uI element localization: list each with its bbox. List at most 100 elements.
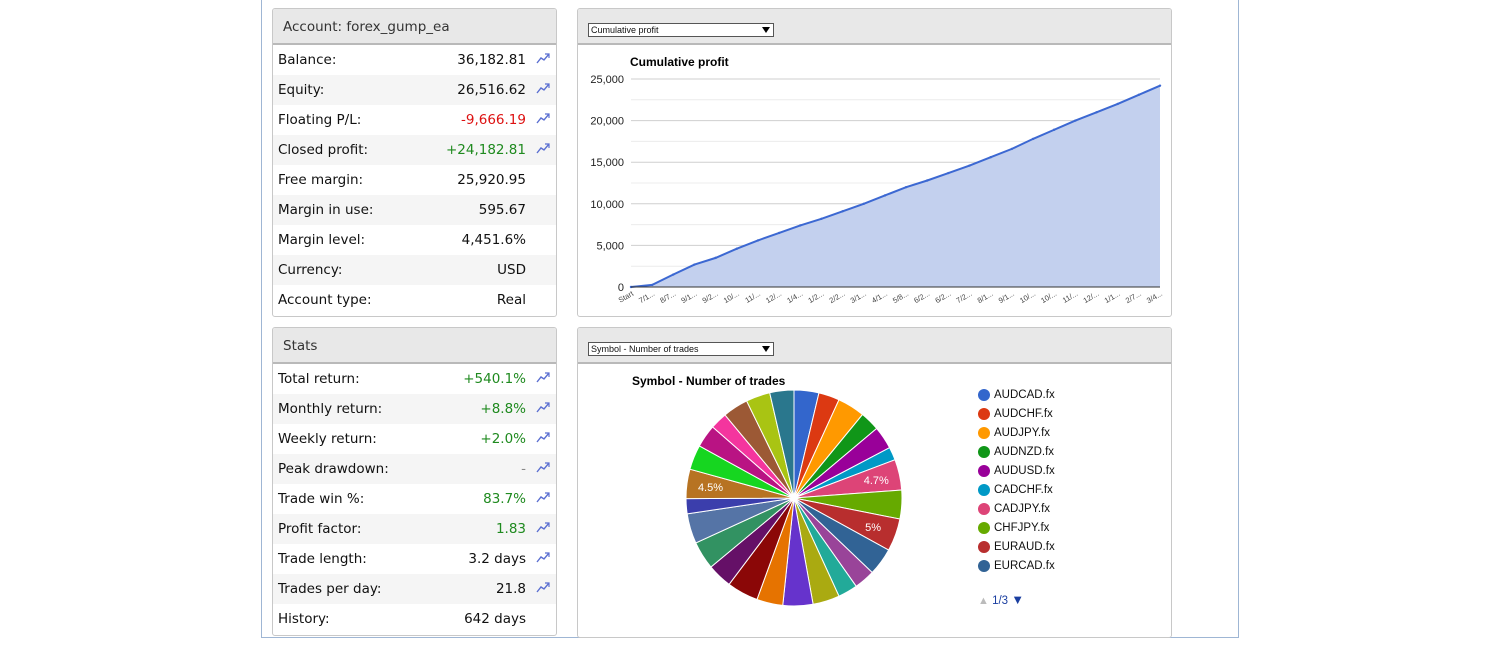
legend-item[interactable]: AUDNZD.fx — [978, 445, 1055, 464]
legend-item[interactable]: AUDJPY.fx — [978, 426, 1055, 445]
x-tick-label: 8/7... — [658, 289, 677, 305]
legend-label: EURAUD.fx — [994, 541, 1055, 553]
chart-link-icon[interactable] — [536, 81, 550, 95]
data-point — [693, 263, 696, 266]
slice-percent-label: 5% — [865, 522, 881, 534]
row-value: 642 days — [464, 611, 526, 627]
chart-link-icon[interactable] — [536, 370, 550, 384]
x-tick-label: 11/... — [1061, 289, 1079, 305]
profit-chart-header: Cumulative profit — [578, 9, 1171, 45]
account-rows: Balance: 36,182.81 Equity: 26,516.62 Floatin… — [273, 45, 556, 315]
stats-row: Trades per day: 21.8 — [273, 574, 556, 604]
legend-item[interactable]: CADJPY.fx — [978, 502, 1055, 521]
y-tick-label: 10,000 — [590, 199, 624, 211]
legend-label: EURCAD.fx — [994, 560, 1055, 572]
chart-link-icon[interactable] — [536, 520, 550, 534]
data-point — [799, 224, 802, 227]
chart-type-select-value: Cumulative profit — [591, 25, 659, 35]
pie-legend: AUDCAD.fx AUDCHF.fx AUDJPY.fx AUDNZD.fx AUDU… — [978, 388, 1055, 578]
cumulative-profit-chart: Cumulative profit 0 5,000 10,000 15,000 20,00… — [590, 55, 1164, 305]
chart-link-icon[interactable] — [536, 111, 550, 125]
legend-swatch — [978, 427, 990, 439]
x-tick-label: 7/1... — [637, 289, 656, 305]
data-point — [820, 217, 823, 220]
data-point — [1137, 93, 1141, 97]
account-panel-header: Account: forex_gump_ea — [273, 9, 556, 45]
y-tick-label: 0 — [618, 282, 624, 294]
row-label: Currency: — [278, 262, 343, 278]
row-label: Floating P/L: — [278, 112, 362, 128]
data-point — [904, 185, 908, 189]
data-point — [926, 179, 929, 182]
x-tick-label: 6/2... — [933, 289, 952, 305]
chart-link-icon[interactable] — [536, 490, 550, 504]
row-label: Trades per day: — [278, 581, 382, 597]
row-value: USD — [497, 262, 526, 278]
chart-title: Cumulative profit — [630, 55, 729, 69]
chart-link-icon[interactable] — [536, 400, 550, 414]
legend-label: AUDUSD.fx — [994, 465, 1055, 477]
slice-percent-label: 4.5% — [698, 482, 723, 494]
data-point — [735, 247, 738, 250]
row-label: Margin level: — [278, 232, 366, 248]
stats-row: Monthly return: +8.8% — [273, 394, 556, 424]
pie-slice[interactable] — [769, 389, 795, 499]
chart-link-icon[interactable] — [536, 550, 550, 564]
chart-link-icon[interactable] — [536, 430, 550, 444]
legend-item[interactable]: CHFJPY.fx — [978, 521, 1055, 540]
account-row: Margin in use: 595.67 — [273, 195, 556, 225]
account-row: Floating P/L: -9,666.19 — [273, 105, 556, 135]
data-point — [1031, 137, 1035, 141]
row-label: Weekly return: — [278, 431, 377, 447]
symbol-chart-panel: Symbol - Number of trades Symbol - Numbe… — [577, 327, 1172, 638]
row-value: -9,666.19 — [461, 112, 526, 128]
data-point — [968, 164, 971, 167]
chart-link-icon[interactable] — [536, 580, 550, 594]
legend-item[interactable]: AUDUSD.fx — [978, 464, 1055, 483]
row-value: Real — [496, 292, 526, 308]
data-point — [1010, 147, 1014, 151]
chart-link-icon[interactable] — [536, 460, 550, 474]
row-label: Balance: — [278, 52, 337, 68]
account-row: Balance: 36,182.81 — [273, 45, 556, 75]
pie-type-select[interactable]: Symbol - Number of trades — [588, 342, 774, 356]
row-value: +24,182.81 — [445, 142, 526, 158]
chevron-down-icon — [762, 27, 770, 33]
account-row: Equity: 26,516.62 — [273, 75, 556, 105]
row-label: Free margin: — [278, 172, 364, 188]
pager-prev-icon[interactable]: ▲ — [978, 595, 989, 607]
legend-label: AUDJPY.fx — [994, 427, 1051, 439]
stats-row: Weekly return: +2.0% — [273, 424, 556, 454]
pager-next-icon[interactable]: ▼ — [1011, 592, 1025, 607]
data-point — [1158, 84, 1162, 87]
chart-type-select[interactable]: Cumulative profit — [588, 23, 774, 37]
x-tick-label: 10/... — [1039, 289, 1058, 305]
x-tick-label: 1/1... — [1103, 289, 1122, 305]
stats-panel: Stats Total return: +540.1% Monthly return… — [272, 327, 557, 636]
stats-panel-title: Stats — [283, 338, 318, 354]
row-label: Total return: — [278, 371, 360, 387]
profit-chart-panel: Cumulative profit Cumulative profit 0 5,00… — [577, 8, 1172, 317]
row-label: Equity: — [278, 82, 325, 98]
legend-item[interactable]: EURCAD.fx — [978, 559, 1055, 578]
x-tick-label: 1/2... — [806, 289, 825, 305]
chart-link-icon[interactable] — [536, 51, 550, 65]
data-point — [1116, 102, 1119, 106]
legend-label: AUDCHF.fx — [994, 408, 1053, 420]
data-point — [714, 256, 717, 260]
data-point — [672, 273, 675, 276]
data-point — [883, 194, 887, 197]
stats-panel-header: Stats — [273, 328, 556, 364]
row-label: Margin in use: — [278, 202, 374, 218]
x-tick-label: 8/1... — [976, 289, 995, 305]
chart-link-icon[interactable] — [536, 141, 550, 155]
x-tick-label: 12/... — [1082, 289, 1101, 305]
legend-item[interactable]: EURAUD.fx — [978, 540, 1055, 559]
legend-item[interactable]: AUDCAD.fx — [978, 388, 1055, 407]
profit-area — [631, 85, 1160, 287]
row-label: Profit factor: — [278, 521, 362, 537]
x-tick-label: 10/... — [1018, 289, 1037, 305]
legend-swatch — [978, 408, 990, 420]
legend-item[interactable]: AUDCHF.fx — [978, 407, 1055, 426]
legend-item[interactable]: CADCHF.fx — [978, 483, 1055, 502]
